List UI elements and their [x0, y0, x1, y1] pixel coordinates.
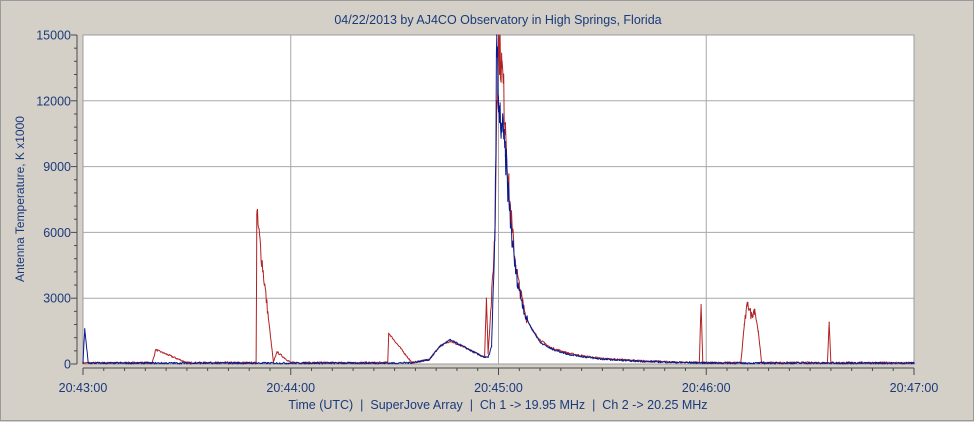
x-tick-label: 20:46:00: [682, 381, 731, 395]
x-tick-label: 20:44:00: [266, 381, 315, 395]
y-tick-label: 15000: [36, 29, 71, 43]
y-axis-label: Antenna Temperature, K x1000: [13, 116, 27, 282]
grid: [83, 35, 914, 364]
series-line-ch1: [82, 34, 915, 365]
y-tick-label: 6000: [43, 226, 71, 240]
x-tick-label: 20:47:00: [890, 381, 939, 395]
x-tick-label: 20:45:00: [474, 381, 523, 395]
y-tick-label: 3000: [43, 292, 71, 306]
axes: 0 3000 6000 9000 12000 15000 20:43:00 20:44:00 2…: [36, 29, 938, 396]
chart-title: 04/22/2013 by AJ4CO Observatory in High …: [334, 13, 661, 27]
x-tick-label: 20:43:00: [59, 381, 108, 395]
y-tick-label: 0: [64, 358, 71, 372]
y-tick-label: 12000: [36, 94, 71, 108]
series-layer: [82, 34, 915, 365]
x-axis-label: Time (UTC) | SuperJove Array | Ch 1 -> 1…: [288, 398, 707, 412]
y-tick-label: 9000: [43, 160, 71, 174]
